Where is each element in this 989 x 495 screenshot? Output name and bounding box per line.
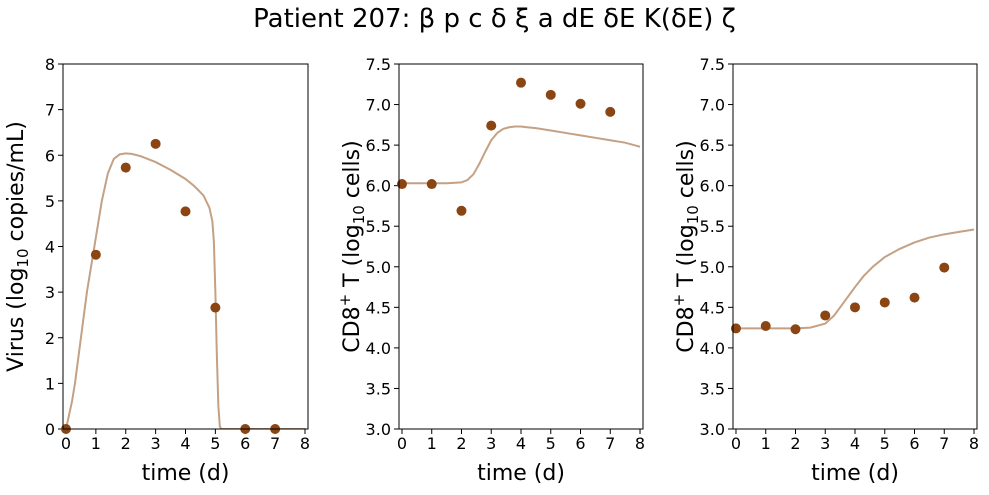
y-axis-label: CD8+ T (log10 cells) <box>336 140 368 352</box>
y-tick-label: 2 <box>45 329 55 348</box>
x-tick-label: 7 <box>605 434 615 453</box>
data-point <box>426 179 437 190</box>
x-tick-label: 1 <box>427 434 437 453</box>
data-point <box>120 162 131 173</box>
y-tick-label: 6.0 <box>366 177 391 196</box>
x-tick-label: 3 <box>151 434 161 453</box>
data-point <box>909 292 920 303</box>
x-axis-label: time (d) <box>811 461 899 486</box>
y-tick-label: 7.5 <box>700 55 725 74</box>
cd8-blood-panel: 0 1 2 3 4 5 6 7 83.03.54.04.55.05.56.06.57.07.5t… <box>670 55 979 486</box>
data-point <box>150 138 161 149</box>
data-point <box>879 297 890 308</box>
x-tick-label: 7 <box>270 434 280 453</box>
y-tick-label: 3.0 <box>700 420 725 439</box>
x-tick-label: 2 <box>121 434 131 453</box>
y-tick-label: 4.0 <box>366 339 391 358</box>
data-point <box>790 324 801 335</box>
x-tick-label: 4 <box>850 434 860 453</box>
y-tick-label: 1 <box>45 374 55 393</box>
y-axis-label: Virus (log10 copies/mL) <box>4 121 32 372</box>
y-tick-label: 5.5 <box>366 217 391 236</box>
y-tick-label: 3 <box>45 283 55 302</box>
y-axis-label: CD8+ T (log10 cells) <box>670 140 702 352</box>
data-point <box>180 206 191 217</box>
y-tick-label: 8 <box>45 55 55 74</box>
y-tick-label: 0 <box>45 420 55 439</box>
y-tick-label: 3.5 <box>700 379 725 398</box>
x-tick-label: 8 <box>969 434 979 453</box>
x-tick-label: 4 <box>516 434 526 453</box>
y-tick-label: 4 <box>45 238 55 257</box>
y-tick-label: 4.0 <box>700 339 725 358</box>
x-tick-label: 0 <box>731 434 741 453</box>
data-point <box>545 89 556 100</box>
y-tick-label: 5 <box>45 192 55 211</box>
data-point <box>760 320 771 331</box>
x-tick-label: 6 <box>240 434 250 453</box>
cd8-lung-panel: 0 1 2 3 4 5 6 7 83.03.54.04.55.05.56.06.57.07.5t… <box>336 55 645 486</box>
data-point <box>939 262 950 273</box>
y-tick-label: 5.5 <box>700 217 725 236</box>
axes-frame <box>62 63 309 430</box>
y-tick-label: 5.0 <box>366 258 391 277</box>
x-tick-label: 5 <box>546 434 556 453</box>
y-tick-label: 7.0 <box>366 96 391 115</box>
x-tick-label: 1 <box>91 434 101 453</box>
axes-frame <box>398 63 644 430</box>
data-point <box>730 323 741 334</box>
data-point <box>456 205 467 216</box>
x-tick-label: 6 <box>909 434 919 453</box>
x-tick-label: 4 <box>180 434 190 453</box>
data-point <box>605 106 616 117</box>
x-tick-label: 5 <box>880 434 890 453</box>
y-tick-label: 4.5 <box>700 298 725 317</box>
data-point <box>516 77 526 88</box>
model-curve <box>735 228 975 330</box>
x-tick-label: 6 <box>575 434 585 453</box>
x-tick-label: 0 <box>61 434 71 453</box>
x-tick-label: 8 <box>635 434 645 453</box>
data-point <box>396 179 407 190</box>
x-tick-label: 8 <box>300 434 310 453</box>
x-axis-label: time (d) <box>477 461 565 486</box>
data-point <box>850 302 860 313</box>
figure-title: Patient 207: β p c δ ξ a dE δE K(δE) ζ <box>253 4 736 34</box>
y-tick-label: 5.0 <box>700 258 725 277</box>
y-tick-label: 6 <box>45 146 55 165</box>
x-tick-label: 1 <box>761 434 771 453</box>
x-tick-label: 2 <box>456 434 466 453</box>
x-tick-label: 5 <box>210 434 220 453</box>
x-axis-label: time (d) <box>142 461 230 486</box>
y-tick-label: 3.0 <box>366 420 391 439</box>
y-tick-label: 7 <box>45 101 55 120</box>
data-point <box>820 310 831 321</box>
x-tick-label: 0 <box>397 434 407 453</box>
x-tick-label: 3 <box>820 434 830 453</box>
y-tick-label: 6.5 <box>700 136 725 155</box>
data-point <box>486 120 497 131</box>
model-curve <box>65 152 306 429</box>
y-tick-label: 6.0 <box>700 177 725 196</box>
axes-frame <box>732 63 978 430</box>
data-point <box>210 302 221 313</box>
data-point <box>90 249 101 260</box>
x-tick-label: 3 <box>486 434 496 453</box>
y-tick-label: 6.5 <box>366 136 391 155</box>
y-tick-label: 7.5 <box>366 55 391 74</box>
x-tick-label: 2 <box>790 434 800 453</box>
y-tick-label: 7.0 <box>700 96 725 115</box>
model-curve <box>401 125 641 185</box>
x-tick-label: 7 <box>939 434 949 453</box>
y-tick-label: 3.5 <box>366 379 391 398</box>
data-point <box>575 98 586 109</box>
y-tick-label: 4.5 <box>366 298 391 317</box>
